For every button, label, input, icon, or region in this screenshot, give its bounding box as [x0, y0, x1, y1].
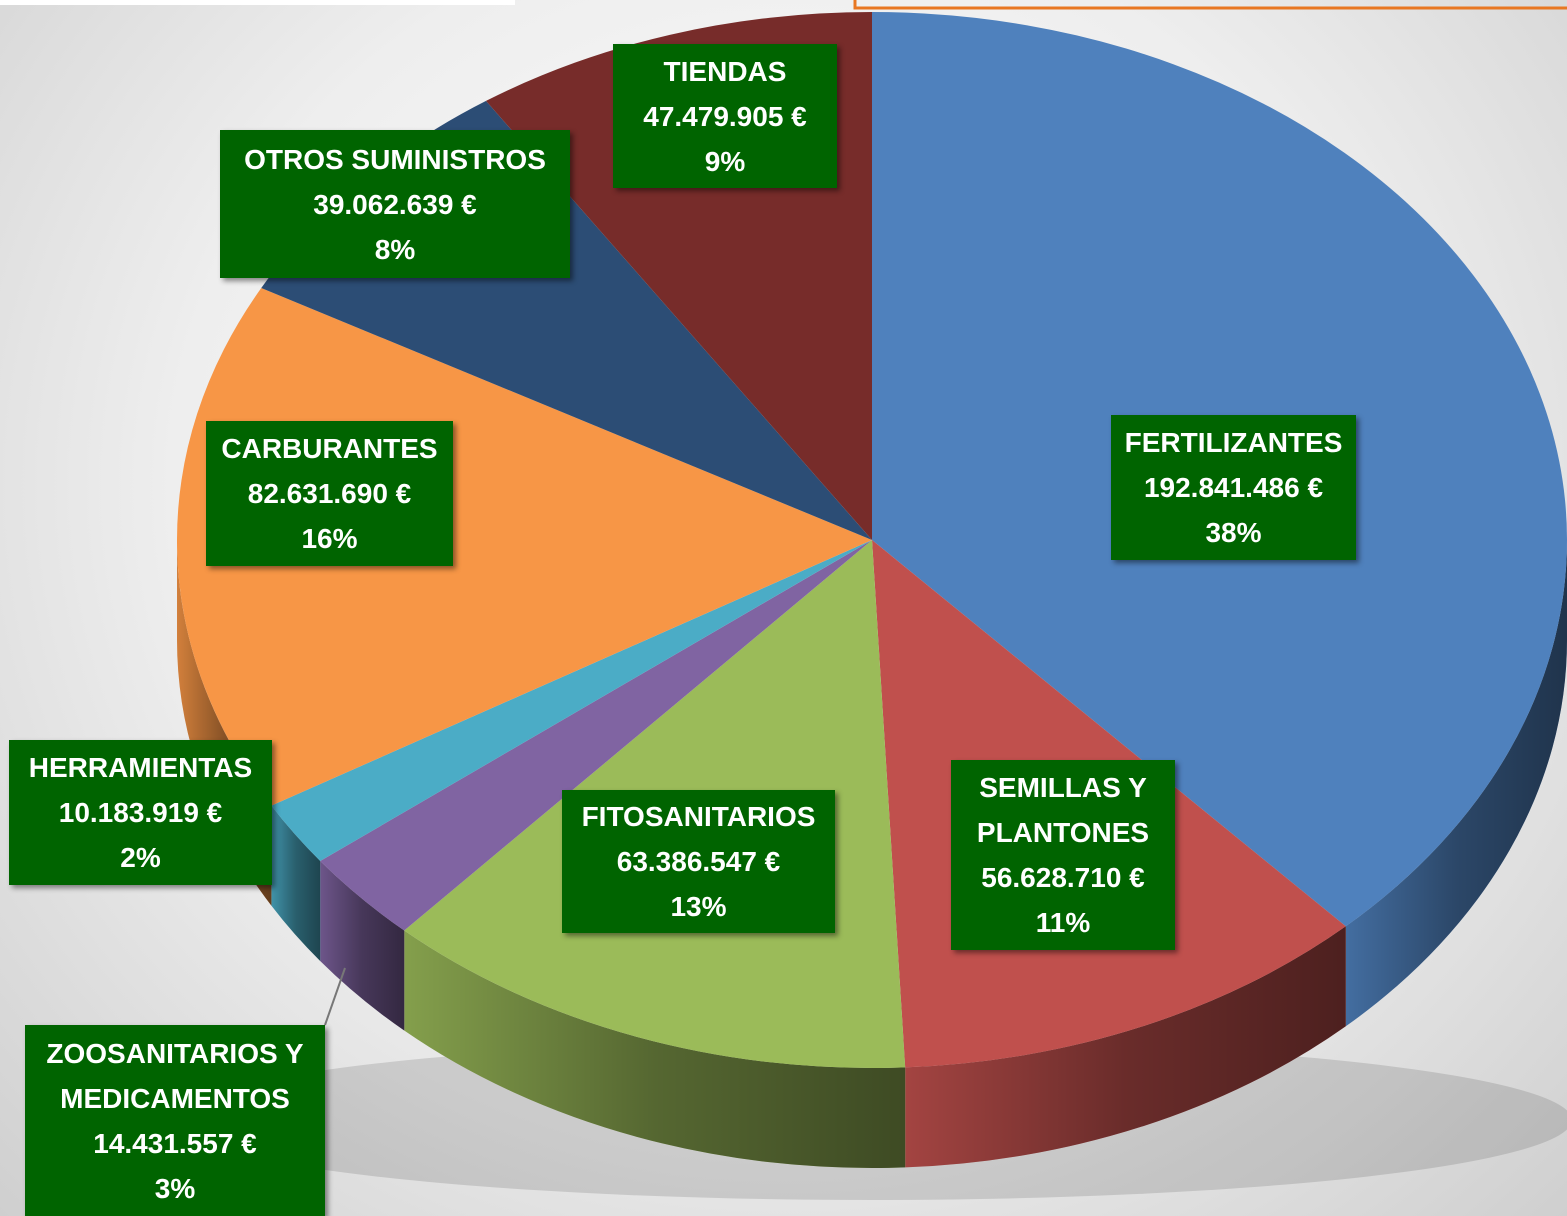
- label-percent: 13%: [670, 891, 727, 922]
- label-percent: 11%: [1035, 907, 1091, 938]
- data-label: FERTILIZANTES 192.841.486 € 38%: [1111, 415, 1356, 560]
- header-frame: [853, 0, 1567, 10]
- slice-side-shade: [271, 805, 321, 962]
- label-name: FERTILIZANTES: [1124, 427, 1343, 458]
- label-percent: 16%: [301, 523, 358, 554]
- label-name: TIENDAS: [663, 55, 787, 87]
- label-name: HERRAMIENTAS: [28, 752, 253, 783]
- slice-side-shade: [320, 861, 405, 1031]
- label-value: 10.183.919 €: [58, 797, 223, 828]
- label-value: 192.841.486 €: [1143, 472, 1324, 503]
- data-label: SEMILLAS Y PLANTONES 56.628.710 € 11%: [951, 760, 1175, 950]
- label-percent: 8%: [374, 233, 416, 265]
- label-percent: 3%: [154, 1172, 196, 1204]
- label-value: 47.479.905 €: [643, 100, 807, 132]
- label-value: 63.386.547 €: [616, 846, 781, 877]
- label-name: ZOOSANITARIOS Y MEDICAMENTOS: [46, 1037, 304, 1114]
- data-label: CARBURANTES 82.631.690 € 16%: [206, 421, 453, 566]
- label-value: 82.631.690 €: [247, 478, 412, 509]
- label-value: 14.431.557 €: [93, 1127, 257, 1159]
- header-strip: [0, 0, 515, 5]
- label-percent: 9%: [704, 145, 746, 177]
- slice-side-shade: [905, 926, 1346, 1168]
- leader-line: [324, 967, 346, 1026]
- label-name: SEMILLAS Y PLANTONES: [976, 772, 1150, 848]
- label-value: 56.628.710 €: [981, 862, 1145, 893]
- label-name: OTROS SUMINISTROS: [244, 143, 546, 175]
- slice: [271, 540, 873, 862]
- slice: [176, 288, 872, 806]
- label-percent: 2%: [120, 842, 161, 873]
- data-label: OTROS SUMINISTROS 39.062.639 € 8%: [220, 130, 570, 278]
- label-value: 39.062.639 €: [313, 188, 477, 220]
- slice-side-shade: [404, 930, 906, 1168]
- data-label: FITOSANITARIOS 63.386.547 € 13%: [562, 790, 835, 933]
- slice-side-shade: [1345, 540, 1567, 1027]
- slice: [320, 540, 873, 931]
- label-name: FITOSANITARIOS: [581, 801, 816, 832]
- data-label: ZOOSANITARIOS Y MEDICAMENTOS 14.431.557 €…: [25, 1025, 325, 1216]
- label-percent: 38%: [1205, 517, 1262, 548]
- data-label: HERRAMIENTAS 10.183.919 € 2%: [9, 740, 272, 885]
- data-label: TIENDAS 47.479.905 € 9%: [613, 44, 837, 188]
- label-name: CARBURANTES: [221, 433, 438, 464]
